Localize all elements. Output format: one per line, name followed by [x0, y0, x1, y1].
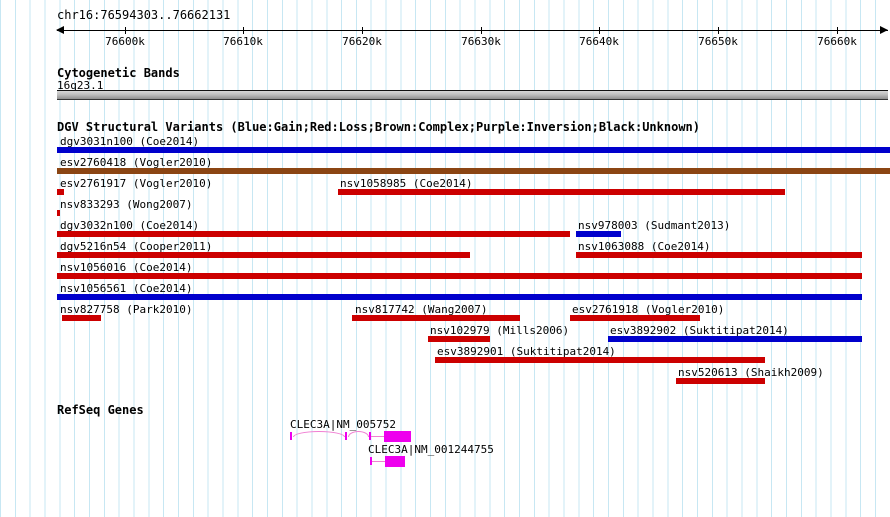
variant-bar[interactable] — [608, 336, 862, 342]
ruler-tick-mark — [362, 27, 363, 34]
ruler-tick-label: 76630k — [461, 35, 501, 48]
gene-exon-tick[interactable] — [370, 457, 372, 465]
cytoband-track-bar[interactable] — [57, 90, 888, 100]
gene-exon-tick[interactable] — [345, 432, 347, 440]
cytobands-section-title: Cytogenetic Bands — [57, 66, 180, 80]
variant-bar[interactable] — [338, 189, 785, 195]
variant-label[interactable]: nsv817742 (Wang2007) — [355, 303, 488, 316]
ruler-tick-mark — [718, 27, 719, 34]
dgv-section-title: DGV Structural Variants (Blue:Gain;Red:L… — [57, 120, 700, 134]
variant-bar[interactable] — [62, 315, 101, 321]
variant-bar[interactable] — [435, 357, 765, 363]
ruler-tick-label: 76660k — [817, 35, 857, 48]
variant-bar[interactable] — [57, 168, 890, 174]
ruler-tick-label: 76610k — [223, 35, 263, 48]
variant-bar[interactable] — [57, 231, 570, 237]
variant-label[interactable]: nsv827758 (Park2010) — [60, 303, 193, 316]
gene-exon-box[interactable] — [384, 431, 411, 442]
variant-label[interactable]: esv3892901 (Suktitipat2014) — [437, 345, 616, 358]
gene-intron-arc — [293, 431, 345, 437]
ruler-tick-mark — [481, 27, 482, 34]
ruler-tick-mark — [125, 27, 126, 34]
variant-bar[interactable] — [576, 252, 862, 258]
variant-label[interactable]: dgv3031n100 (Coe2014) — [60, 135, 200, 148]
left-arrow-icon — [56, 26, 64, 34]
variant-bar[interactable] — [428, 336, 490, 342]
variant-label[interactable]: esv2760418 (Vogler2010) — [60, 156, 213, 169]
variant-label[interactable]: dgv5216n54 (Cooper2011) — [60, 240, 213, 253]
ruler-tick-mark — [243, 27, 244, 34]
gene-intron-line — [372, 461, 385, 462]
ruler-tick-mark — [837, 27, 838, 34]
variant-label[interactable]: esv2761917 (Vogler2010) — [60, 177, 213, 190]
variant-bar[interactable] — [57, 189, 64, 195]
variant-label[interactable]: nsv1063088 (Coe2014) — [578, 240, 711, 253]
variant-label[interactable]: nsv1056561 (Coe2014) — [60, 282, 193, 295]
ruler-axis-line[interactable] — [57, 30, 888, 31]
region-coordinates: chr16:76594303..76662131 — [57, 8, 231, 22]
variant-bar[interactable] — [352, 315, 520, 321]
variant-label[interactable]: nsv1058985 (Coe2014) — [340, 177, 473, 190]
gene-intron-line — [371, 436, 384, 437]
variant-bar[interactable] — [570, 315, 700, 321]
variant-bar[interactable] — [57, 273, 862, 279]
variant-label[interactable]: nsv520613 (Shaikh2009) — [678, 366, 824, 379]
gene-exon-tick[interactable] — [290, 432, 292, 440]
gene-exon-box[interactable] — [385, 456, 405, 467]
variant-label[interactable]: dgv3032n100 (Coe2014) — [60, 219, 200, 232]
gene-label[interactable]: CLEC3A|NM_001244755 — [368, 443, 494, 456]
variant-bar[interactable] — [57, 252, 470, 258]
variant-label[interactable]: nsv1056016 (Coe2014) — [60, 261, 193, 274]
variant-bar[interactable] — [576, 231, 621, 237]
ruler-tick-label: 76620k — [342, 35, 382, 48]
variant-label[interactable]: esv2761918 (Vogler2010) — [572, 303, 725, 316]
gene-exon-tick[interactable] — [369, 432, 371, 440]
right-arrow-icon — [880, 26, 888, 34]
cytoband-name-label: 16q23.1 — [57, 79, 104, 92]
variant-label[interactable]: nsv833293 (Wong2007) — [60, 198, 193, 211]
variant-bar[interactable] — [57, 294, 862, 300]
variant-bar[interactable] — [676, 378, 765, 384]
ruler-tick-mark — [599, 27, 600, 34]
variant-label[interactable]: esv3892902 (Suktitipat2014) — [610, 324, 789, 337]
ruler-tick-label: 76600k — [105, 35, 145, 48]
gene-intron-arc — [348, 431, 369, 437]
variant-label[interactable]: nsv978003 (Sudmant2013) — [578, 219, 731, 232]
ruler-tick-label: 76640k — [579, 35, 619, 48]
gene-label[interactable]: CLEC3A|NM_005752 — [290, 418, 396, 431]
ruler-tick-label: 76650k — [698, 35, 738, 48]
variant-label[interactable]: nsv102979 (Mills2006) — [430, 324, 570, 337]
refseq-section-title: RefSeq Genes — [57, 403, 144, 417]
variant-bar[interactable] — [57, 210, 60, 216]
variant-bar[interactable] — [57, 147, 890, 153]
